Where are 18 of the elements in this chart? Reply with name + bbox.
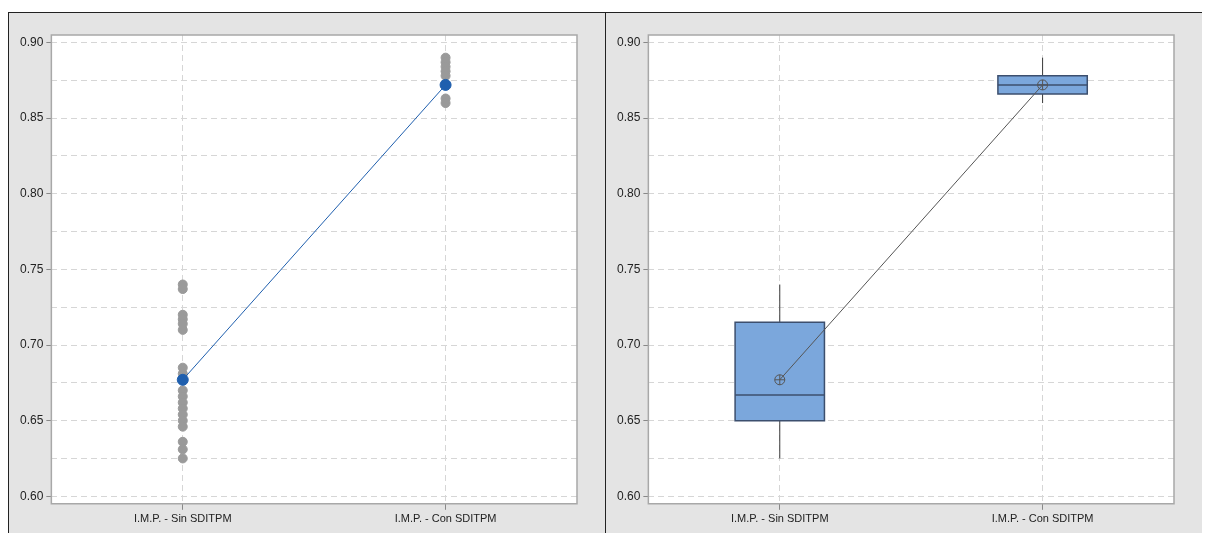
y-tick-label: 0.75 bbox=[617, 261, 641, 276]
y-tick-label: 0.65 bbox=[617, 412, 641, 427]
y-tick-label: 0.75 bbox=[20, 261, 44, 276]
x-tick-label: I.M.P. - Con SDITPM bbox=[394, 512, 497, 525]
y-tick-label: 0.60 bbox=[617, 488, 641, 503]
y-tick-label: 0.70 bbox=[617, 337, 641, 352]
y-tick-label: 0.65 bbox=[20, 412, 44, 427]
y-tick-label: 0.80 bbox=[617, 186, 641, 201]
y-tick-label: 0.90 bbox=[20, 34, 44, 49]
y-tick-label: 0.90 bbox=[617, 34, 641, 49]
y-tick-label: 0.85 bbox=[20, 110, 44, 125]
y-tick-label: 0.85 bbox=[617, 110, 641, 125]
y-tick-label: 0.70 bbox=[20, 337, 44, 352]
x-tick-label: I.M.P. - Con SDITPM bbox=[991, 512, 1094, 525]
y-tick-label: 0.80 bbox=[20, 186, 44, 201]
x-tick-label: I.M.P. - Sin SDITPM bbox=[133, 512, 232, 525]
y-tick-label: 0.60 bbox=[20, 488, 44, 503]
x-tick-label: I.M.P. - Sin SDITPM bbox=[730, 512, 829, 525]
